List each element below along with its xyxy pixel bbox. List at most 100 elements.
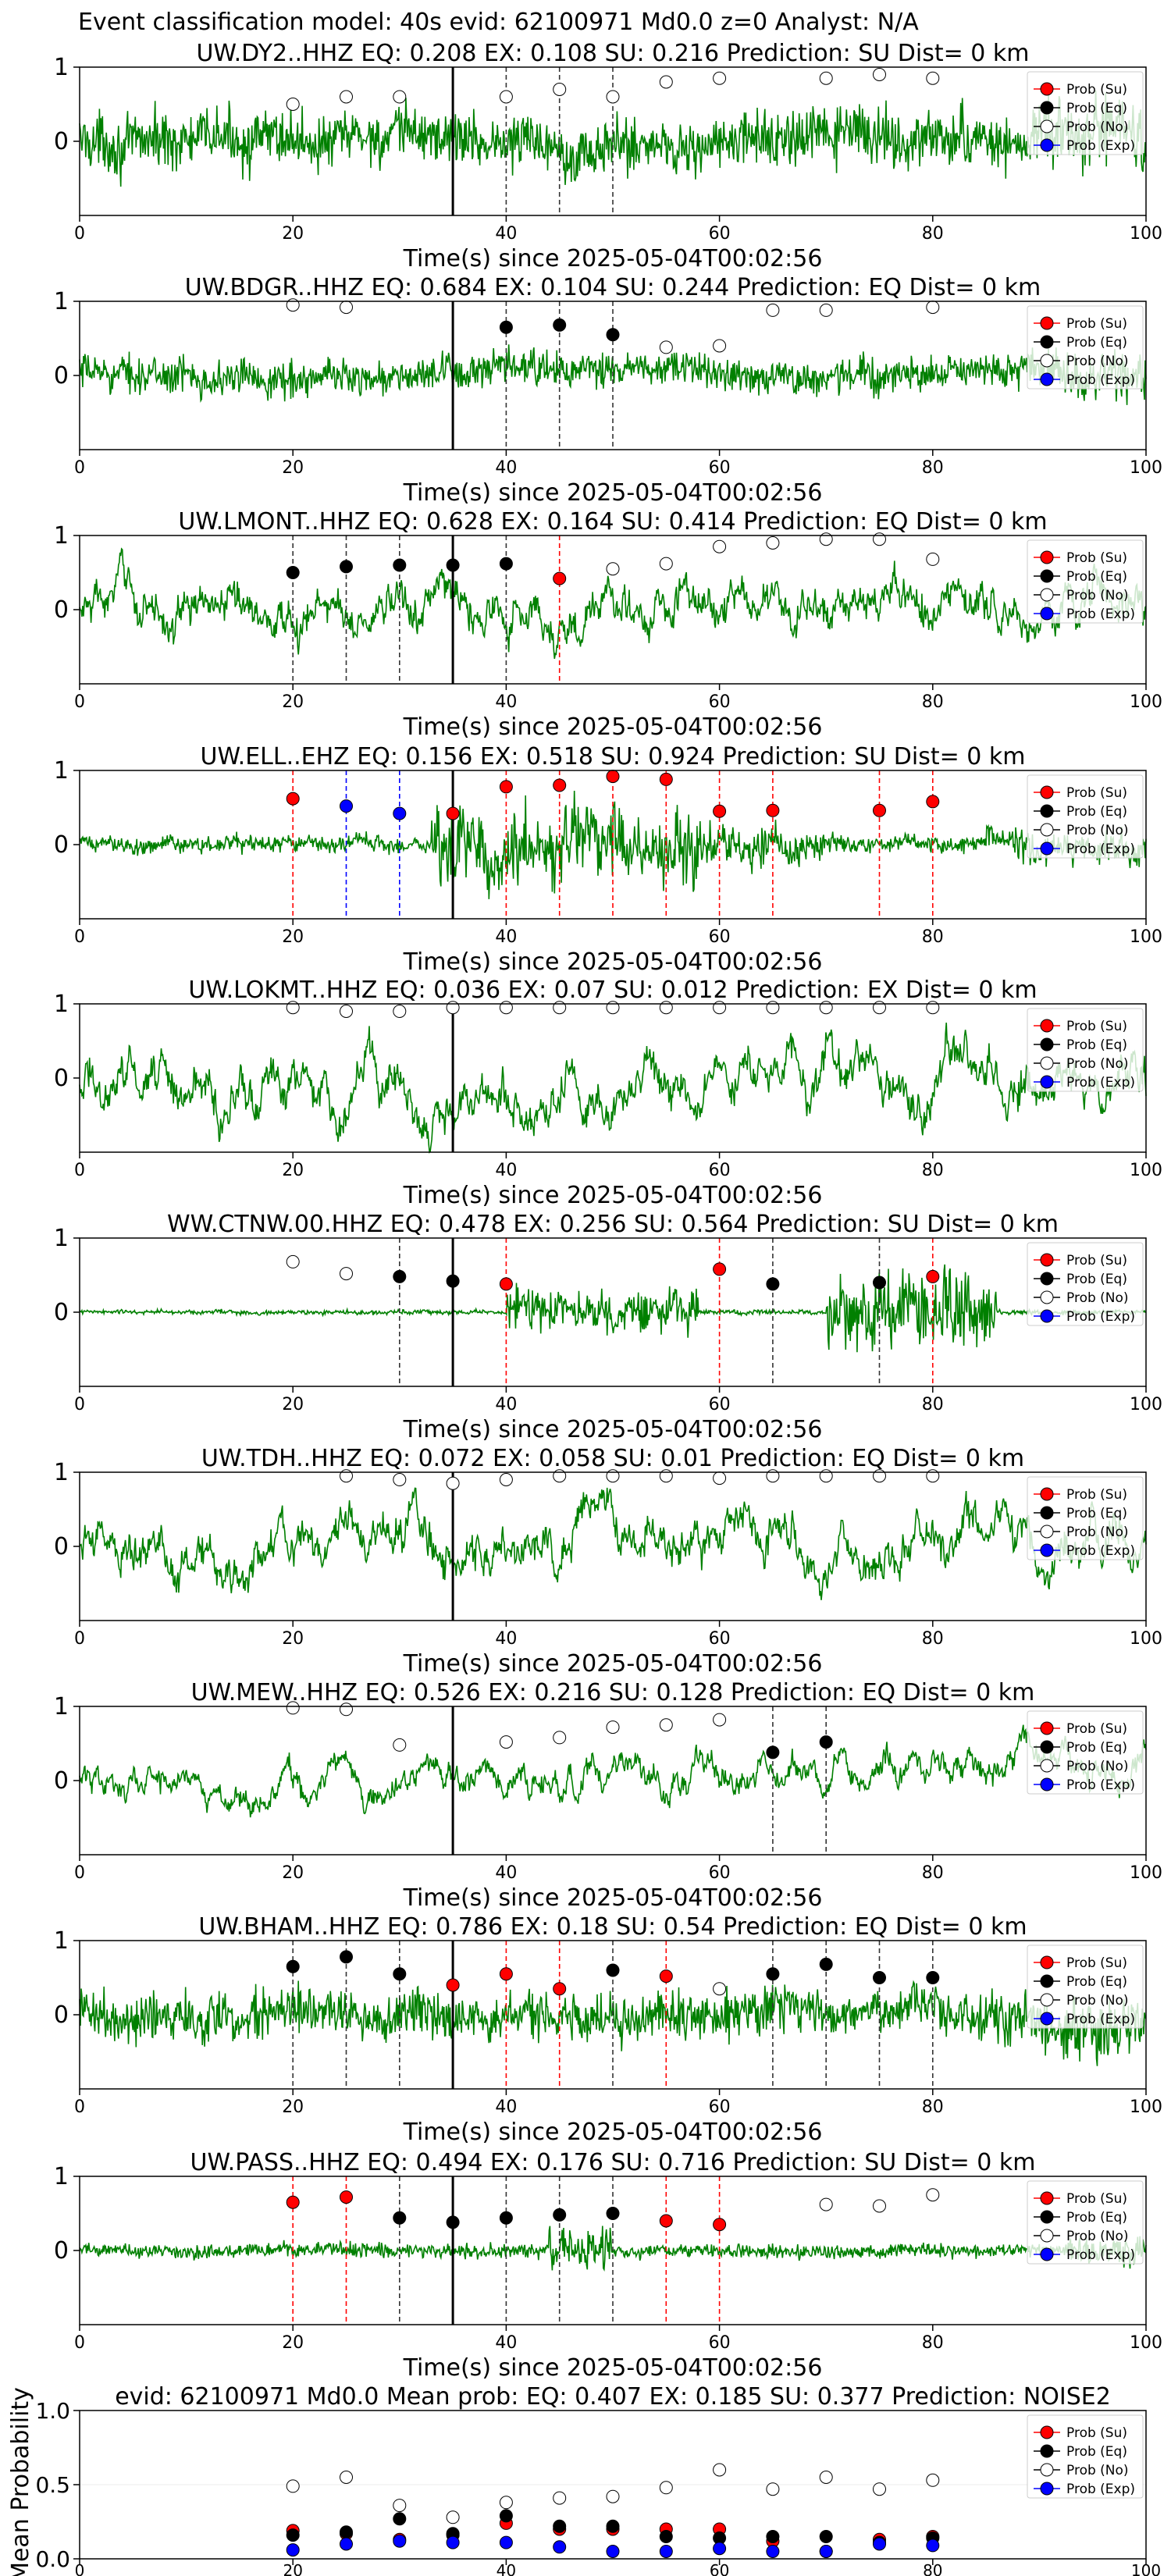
prob-marker-eq <box>873 1276 886 1290</box>
prob-marker-eq <box>766 1745 780 1759</box>
station-panel-2: UW.BDGR..HHZ EQ: 0.684 EX: 0.104 SU: 0.2… <box>54 274 1162 507</box>
legend-marker-exp <box>1040 372 1054 386</box>
panel-title: UW.TDH..HHZ EQ: 0.072 EX: 0.058 SU: 0.01… <box>201 1445 1024 1472</box>
prob-marker-no <box>713 1713 727 1727</box>
legend-marker-no <box>1040 1759 1054 1773</box>
waveform <box>79 1023 1147 1154</box>
mean-prob-point-no <box>713 2463 727 2477</box>
legend-label-eq: Prob (Eq) <box>1066 1506 1127 1521</box>
legend-marker-no <box>1040 1290 1054 1304</box>
prob-marker-no <box>340 301 353 315</box>
legend-marker-su <box>1040 785 1054 799</box>
prob-marker-eq <box>499 557 513 571</box>
prob-marker-no <box>659 557 673 571</box>
x-tick-label: 20 <box>282 1863 304 1883</box>
prob-marker-su <box>606 770 620 784</box>
prob-marker-no <box>553 1469 567 1483</box>
legend-marker-eq <box>1040 335 1054 349</box>
prob-marker-eq <box>393 1967 407 1981</box>
prob-marker-no <box>286 1001 300 1015</box>
station-panel-7: UW.TDH..HHZ EQ: 0.072 EX: 0.058 SU: 0.01… <box>54 1445 1162 1678</box>
x-tick-label: 80 <box>922 1629 944 1649</box>
mean-prob-point-eq <box>393 2512 407 2526</box>
station-panel-8: UW.MEW..HHZ EQ: 0.526 EX: 0.216 SU: 0.12… <box>54 1679 1162 1912</box>
prob-marker-eq <box>446 558 460 572</box>
x-tick-label: 0 <box>74 927 85 947</box>
legend-marker-no <box>1040 588 1054 602</box>
x-tick-label: 80 <box>923 2561 942 2576</box>
legend-marker-su <box>1040 1253 1054 1267</box>
y-tick-label: 1 <box>54 1693 69 1720</box>
prob-marker-su <box>713 1262 727 1276</box>
prob-marker-no <box>286 98 300 111</box>
x-tick-label: 40 <box>495 2333 517 2353</box>
waveform <box>79 1487 1147 1600</box>
prob-marker-no <box>393 1738 407 1752</box>
prob-marker-no <box>819 71 833 85</box>
x-tick-label: 60 <box>709 2097 731 2117</box>
legend-label-no: Prob (No) <box>1066 588 1129 603</box>
panel-title: UW.DY2..HHZ EQ: 0.208 EX: 0.108 SU: 0.21… <box>196 40 1029 67</box>
legend-marker-exp <box>1040 1075 1054 1089</box>
prob-marker-exp <box>340 799 353 813</box>
y-tick-label: 1 <box>54 1927 69 1955</box>
x-tick-label: 100 <box>1130 692 1162 712</box>
legend-label-eq: Prob (Eq) <box>1066 1272 1127 1287</box>
legend-marker-exp <box>1040 1543 1054 1557</box>
prob-marker-no <box>606 90 620 104</box>
prob-marker-no <box>340 1703 353 1717</box>
prob-marker-no <box>819 1469 833 1483</box>
x-tick-label: 0 <box>74 1161 85 1180</box>
mean-prob-point-no <box>340 2471 353 2484</box>
prob-marker-su <box>499 1277 513 1291</box>
x-axis-label: Time(s) since 2025-05-04T00:02:56 <box>403 1416 823 1443</box>
x-tick-label: 40 <box>495 1161 517 1180</box>
prob-marker-no <box>553 1731 567 1745</box>
prob-marker-no <box>819 1001 833 1015</box>
prob-marker-no <box>926 552 940 566</box>
prob-marker-no <box>766 1469 780 1483</box>
prob-marker-no <box>659 340 673 354</box>
prob-marker-no <box>766 303 780 317</box>
panel-title: WW.CTNW.00.HHZ EQ: 0.478 EX: 0.256 SU: 0… <box>167 1211 1059 1238</box>
legend-label-no: Prob (No) <box>1066 1525 1129 1540</box>
x-tick-label: 100 <box>1130 1395 1162 1414</box>
legend-label-eq: Prob (Eq) <box>1066 2444 1127 2460</box>
legend-marker-no <box>1040 1056 1054 1070</box>
panel-title: UW.MEW..HHZ EQ: 0.526 EX: 0.216 SU: 0.12… <box>191 1679 1035 1706</box>
prob-marker-su <box>659 2214 673 2228</box>
summary-title: evid: 62100971 Md0.0 Mean prob: EQ: 0.40… <box>115 2383 1111 2411</box>
x-tick-label: 60 <box>709 1161 731 1180</box>
panel-title: UW.BDGR..HHZ EQ: 0.684 EX: 0.104 SU: 0.2… <box>185 274 1041 301</box>
legend-label-eq: Prob (Eq) <box>1066 1740 1127 1756</box>
x-tick-label: 100 <box>1130 2097 1162 2117</box>
legend-marker-no <box>1040 119 1054 133</box>
x-tick-label: 0 <box>74 2333 85 2353</box>
mean-prob-point-exp <box>286 2543 300 2557</box>
prob-marker-exp <box>393 806 407 820</box>
y-tick-label: 0 <box>54 1767 69 1795</box>
x-tick-label: 60 <box>709 692 731 712</box>
x-tick-label: 40 <box>495 1629 517 1649</box>
panel-title: UW.PASS..HHZ EQ: 0.494 EX: 0.176 SU: 0.7… <box>190 2149 1036 2176</box>
prob-marker-no <box>606 562 620 576</box>
legend-marker-no <box>1040 823 1054 837</box>
legend-marker-no <box>1040 354 1054 368</box>
y-tick-label: 1 <box>54 2163 69 2190</box>
y-tick-label: 0 <box>54 2237 69 2265</box>
legend-label-eq: Prob (Eq) <box>1066 2210 1127 2226</box>
prob-marker-eq <box>340 1950 353 1964</box>
x-tick-label: 60 <box>709 927 731 947</box>
mean-prob-point-exp <box>766 2545 780 2558</box>
legend-box <box>1027 2414 1144 2499</box>
legend-label-exp: Prob (Exp) <box>1066 2247 1135 2263</box>
prob-marker-no <box>873 68 886 81</box>
x-tick-label: 0 <box>74 1863 85 1883</box>
prob-marker-no <box>713 539 727 553</box>
prob-marker-eq <box>606 328 620 342</box>
mean-prob-point-exp <box>873 2537 886 2551</box>
prob-marker-su <box>766 803 780 817</box>
y-tick-label: 0 <box>54 1533 69 1560</box>
x-axis-label: Time(s) since 2025-05-04T00:02:56 <box>403 1884 823 1912</box>
x-tick-label: 100 <box>1130 2333 1162 2353</box>
